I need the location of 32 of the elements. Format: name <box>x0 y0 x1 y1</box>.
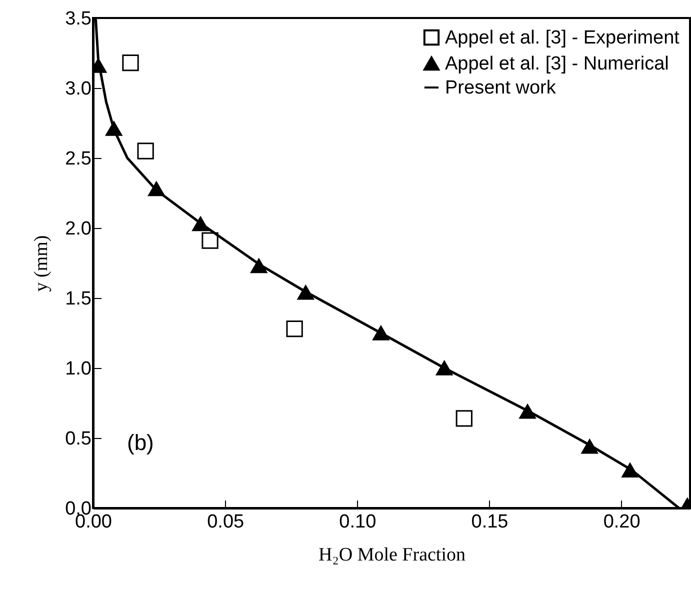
y-tick-label: 2.0 <box>65 218 92 240</box>
point <box>122 54 139 72</box>
y-tick-label: 3.0 <box>65 78 92 100</box>
point <box>106 121 122 136</box>
point <box>286 320 303 338</box>
y-tick-label: 2.5 <box>65 148 92 170</box>
point <box>250 258 268 274</box>
point <box>192 216 209 232</box>
x-tick-label: 0.20 <box>603 512 640 532</box>
y-axis-title: y (mm) <box>31 235 52 292</box>
point <box>148 181 165 196</box>
x-axis-title: H₂O Mole Fraction <box>318 544 466 566</box>
point <box>456 410 472 427</box>
legend-label: Appel et al. [3] - Experiment <box>445 28 680 48</box>
point <box>436 360 453 376</box>
y-tick-label: 1.5 <box>65 288 92 310</box>
point <box>297 285 314 300</box>
legend-label: Present work <box>445 78 556 98</box>
point <box>622 462 638 478</box>
point <box>202 232 218 249</box>
annotation: (b) <box>127 430 154 455</box>
point <box>372 326 390 340</box>
y-tick-label: 3.5 <box>65 8 92 30</box>
y-tick-label: 1.0 <box>65 358 92 380</box>
y-tick-label: 0.5 <box>65 428 92 450</box>
point <box>519 404 536 419</box>
legend-label: Appel et al. [3] - Numerical <box>445 54 669 74</box>
x-tick-label: 0.05 <box>207 512 244 532</box>
x-tick-label: 0.10 <box>339 512 376 532</box>
point <box>581 439 598 454</box>
point <box>137 142 154 160</box>
x-tick-label: 0.15 <box>471 512 508 532</box>
